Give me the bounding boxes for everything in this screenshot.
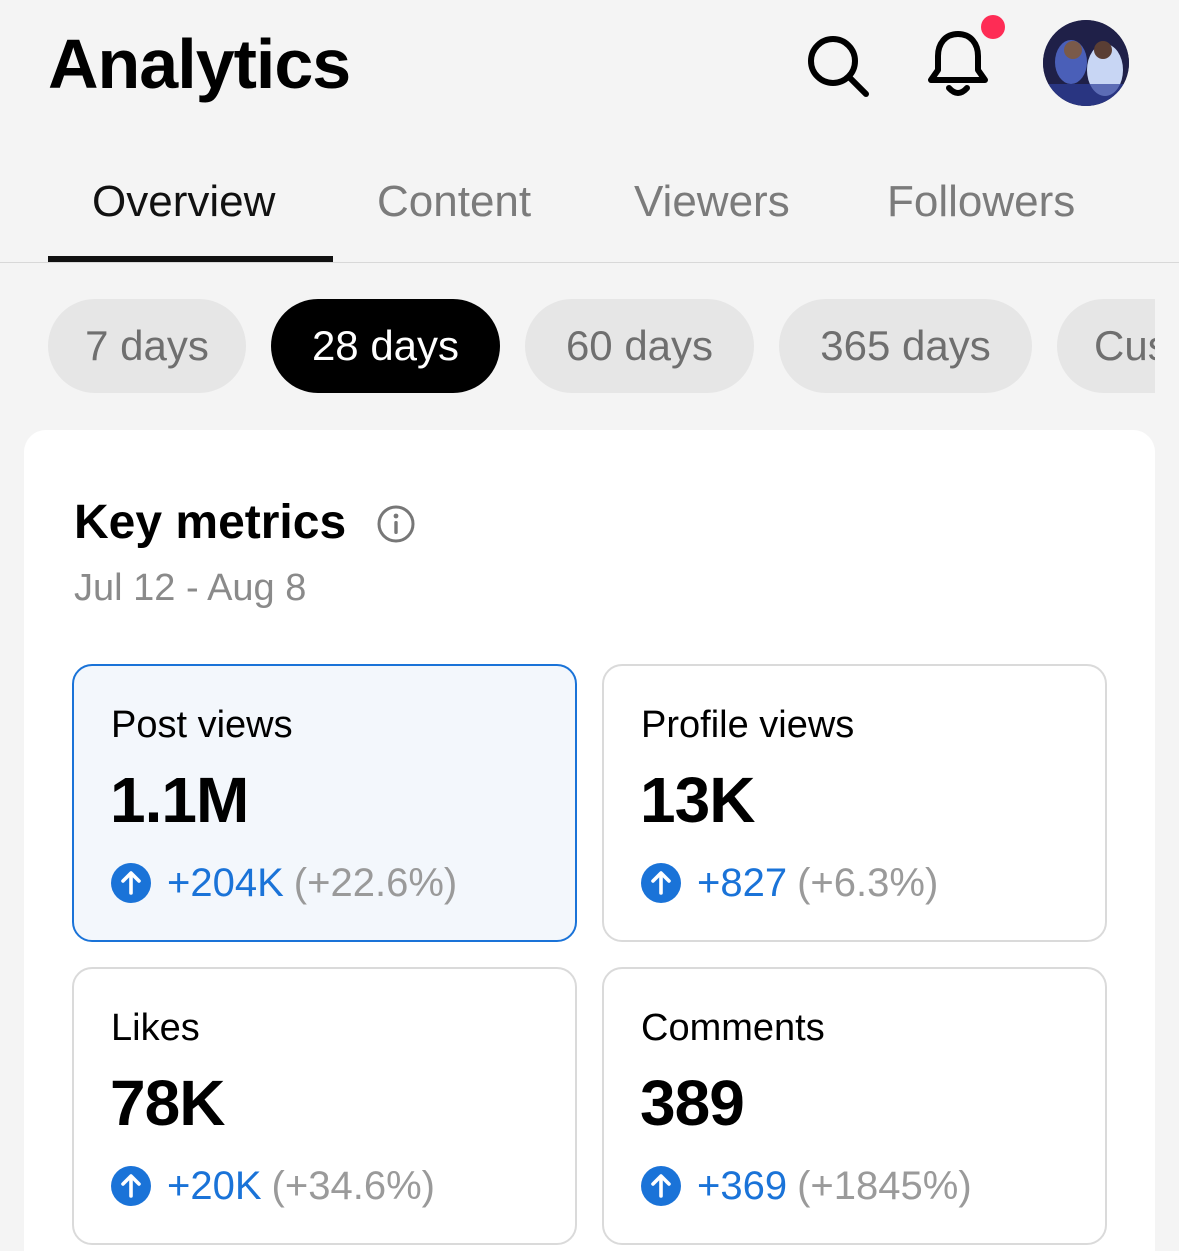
tab-followers[interactable]: Followers bbox=[887, 177, 1076, 226]
arrow-up-icon bbox=[641, 1166, 681, 1206]
range-chip-60-days[interactable]: 60 days bbox=[525, 299, 754, 393]
metric-card-likes[interactable]: Likes 78K +20K (+34.6%) bbox=[72, 967, 577, 1245]
delta-percent: (+6.3%) bbox=[797, 860, 939, 905]
profile-avatar[interactable] bbox=[1043, 20, 1129, 106]
tab-content[interactable]: Content bbox=[377, 177, 532, 226]
metric-value: 13K bbox=[640, 764, 755, 836]
bell-icon bbox=[928, 31, 988, 96]
range-chip-365-days[interactable]: 365 days bbox=[779, 299, 1032, 393]
arrow-up-icon bbox=[111, 863, 151, 903]
metric-label: Likes bbox=[111, 1007, 200, 1049]
range-chip-custom[interactable]: Custom bbox=[1057, 299, 1155, 393]
tab-viewers[interactable]: Viewers bbox=[634, 177, 790, 226]
tab-bar: Overview Content Viewers Followers bbox=[0, 150, 1179, 263]
metric-card-comments[interactable]: Comments 389 +369 (+1845%) bbox=[602, 967, 1107, 1245]
metric-delta: +204K (+22.6%) bbox=[111, 860, 457, 906]
delta-percent: (+34.6%) bbox=[271, 1163, 435, 1208]
page-title: Analytics bbox=[48, 25, 351, 103]
range-chip-7-days[interactable]: 7 days bbox=[48, 299, 246, 393]
app-header: Analytics bbox=[0, 0, 1179, 130]
delta-percent: (+1845%) bbox=[797, 1163, 972, 1208]
metric-label: Profile views bbox=[641, 704, 855, 746]
metric-value: 389 bbox=[640, 1067, 745, 1139]
notifications-button[interactable] bbox=[918, 24, 998, 104]
range-chip-28-days[interactable]: 28 days bbox=[271, 299, 500, 393]
notification-dot bbox=[981, 15, 1005, 39]
active-tab-indicator bbox=[48, 256, 333, 262]
metric-label: Post views bbox=[111, 704, 293, 746]
delta-absolute: +20K bbox=[167, 1163, 262, 1208]
avatar-image bbox=[1043, 20, 1129, 106]
delta-percent: (+22.6%) bbox=[293, 860, 458, 905]
metric-label: Comments bbox=[641, 1007, 825, 1049]
search-icon bbox=[808, 36, 869, 97]
delta-absolute: +369 bbox=[697, 1163, 788, 1208]
metric-value: 1.1M bbox=[110, 764, 249, 836]
tab-overview[interactable]: Overview bbox=[92, 177, 276, 226]
info-icon[interactable] bbox=[376, 504, 416, 544]
delta-absolute: +827 bbox=[697, 860, 788, 905]
metric-card-profile-views[interactable]: Profile views 13K +827 (+6.3%) bbox=[602, 664, 1107, 942]
metric-delta: +369 (+1845%) bbox=[641, 1163, 972, 1209]
delta-absolute: +204K bbox=[167, 860, 284, 905]
date-range-filter: 7 days 28 days 60 days 365 days Custom bbox=[48, 299, 1155, 393]
search-button[interactable] bbox=[800, 28, 876, 104]
arrow-up-icon bbox=[111, 1166, 151, 1206]
metric-delta: +20K (+34.6%) bbox=[111, 1163, 435, 1209]
metric-delta: +827 (+6.3%) bbox=[641, 860, 938, 906]
arrow-up-icon bbox=[641, 863, 681, 903]
metric-value: 78K bbox=[110, 1067, 225, 1139]
date-range-label: Jul 12 - Aug 8 bbox=[74, 567, 307, 609]
metric-card-post-views[interactable]: Post views 1.1M +204K (+22.6%) bbox=[72, 664, 577, 942]
key-metrics-title: Key metrics bbox=[74, 496, 347, 549]
key-metrics-card: Key metrics Jul 12 - Aug 8 Post views 1.… bbox=[24, 430, 1155, 1251]
